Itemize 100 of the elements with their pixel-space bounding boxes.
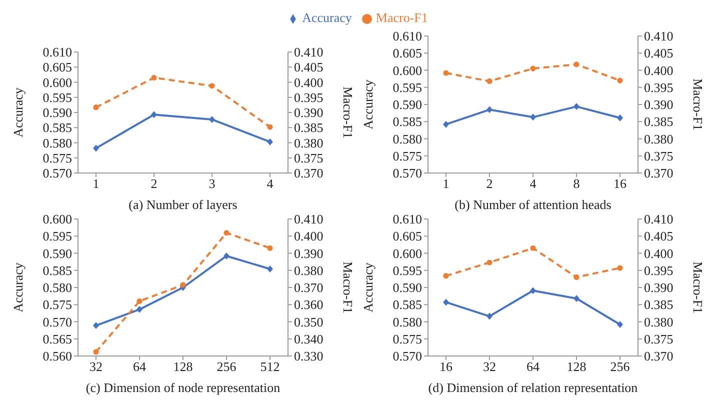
y-tick-label: 0.580 [42,280,72,296]
x-tick-label: 1 [442,176,450,192]
point [93,104,99,110]
legend-label: Accuracy [302,10,352,25]
x-tick-label: 512 [260,359,280,374]
point [93,144,99,152]
y-tick-label: 0.600 [42,212,72,227]
y-tick-label: 0.590 [392,97,422,112]
point [486,78,492,84]
y2-tick-label: 0.380 [294,135,324,150]
point [574,62,580,68]
x-tick-label: 256 [610,359,630,374]
y-tick-label: 0.575 [392,148,422,164]
y2-tick-label: 0.400 [644,62,674,78]
point [574,294,580,302]
y2-tick-label: 0.390 [644,280,674,296]
x-tick-label: 2 [150,176,158,192]
point [530,287,536,294]
y2-tick-label: 0.370 [294,280,324,296]
point [574,103,580,110]
x-tick-label: 2 [486,176,493,192]
point [151,74,157,81]
y2-axis-title: Macro-F1 [340,86,356,138]
y-tick-label: 0.595 [42,90,72,105]
y2-tick-label: 0.410 [294,44,324,60]
point [267,124,273,130]
y2-tick-label: 0.380 [644,314,674,330]
x-tick-label: 32 [483,359,496,374]
y2-tick-label: 0.395 [644,80,674,95]
y-tick-label: 0.570 [42,166,72,181]
y-tick-label: 0.570 [392,166,422,181]
y-tick-label: 0.585 [392,114,422,130]
y-tick-label: 0.600 [392,246,422,261]
y-tick-label: 0.580 [392,314,422,330]
y2-tick-label: 0.385 [644,114,674,130]
point [267,245,273,251]
y2-tick-label: 0.395 [644,262,674,278]
y2-tick-label: 0.370 [294,166,324,181]
point [530,114,536,121]
x-axis-title: (a) Number of layers [128,197,238,212]
x-tick-label: 3 [208,176,216,192]
point [486,106,492,114]
point [209,116,215,123]
point [443,70,449,76]
y-tick-label: 0.570 [392,348,422,364]
x-tick-label: 16 [614,176,627,192]
y2-tick-label: 0.395 [294,90,324,105]
x-tick-label: 16 [440,359,453,374]
x-tick-label: 128 [173,359,193,374]
y-tick-label: 0.565 [42,331,72,346]
y2-tick-label: 0.375 [644,331,674,346]
y-tick-label: 0.575 [42,150,72,166]
y-tick-label: 0.585 [42,262,72,278]
x-tick-label: 128 [566,359,586,374]
legend-label: Macro-F1 [376,10,428,25]
point [136,306,142,313]
y2-tick-label: 0.410 [644,28,674,44]
x-tick-label: 64 [526,359,540,374]
y2-tick-label: 0.390 [294,105,324,120]
y2-tick-label: 0.360 [294,297,324,312]
y2-tick-label: 0.405 [644,228,674,244]
y2-tick-label: 0.400 [294,74,324,90]
point [530,66,536,72]
y2-tick-label: 0.405 [294,60,324,75]
y-tick-label: 0.580 [42,135,72,150]
y-axis-title: Accuracy [360,79,376,130]
point [443,298,449,306]
y-tick-label: 0.575 [392,331,422,346]
y-tick-label: 0.590 [392,280,422,296]
y-axis-title: Accuracy [10,87,26,138]
point [180,282,186,288]
y-tick-label: 0.570 [42,314,72,330]
y2-tick-label: 0.380 [644,131,674,146]
y-tick-label: 0.575 [42,297,72,312]
x-tick-label: 1 [92,176,100,192]
y2-tick-label: 0.400 [294,228,324,244]
y-tick-label: 0.605 [42,60,72,75]
point [486,260,492,266]
point [267,266,273,273]
point [93,349,99,355]
y2-tick-label: 0.390 [294,246,324,261]
point [617,265,623,271]
y2-tick-label: 0.410 [644,212,674,227]
y2-tick-label: 0.405 [644,46,674,61]
y-tick-label: 0.605 [392,46,422,61]
y2-tick-label: 0.370 [644,166,674,181]
point [617,320,623,328]
y2-tick-label: 0.340 [294,331,324,346]
y-tick-label: 0.580 [392,131,422,146]
y2-tick-label: 0.385 [294,120,324,136]
y-tick-label: 0.605 [392,228,422,244]
y2-axis-title: Macro-F1 [690,262,706,314]
point [224,230,230,236]
y-tick-label: 0.610 [392,212,422,227]
y-tick-label: 0.595 [42,228,72,244]
point [93,322,99,330]
y-tick-label: 0.585 [392,297,422,312]
y-tick-label: 0.590 [42,105,72,120]
y-tick-label: 0.600 [42,74,72,90]
y2-axis-title: Macro-F1 [340,262,356,314]
